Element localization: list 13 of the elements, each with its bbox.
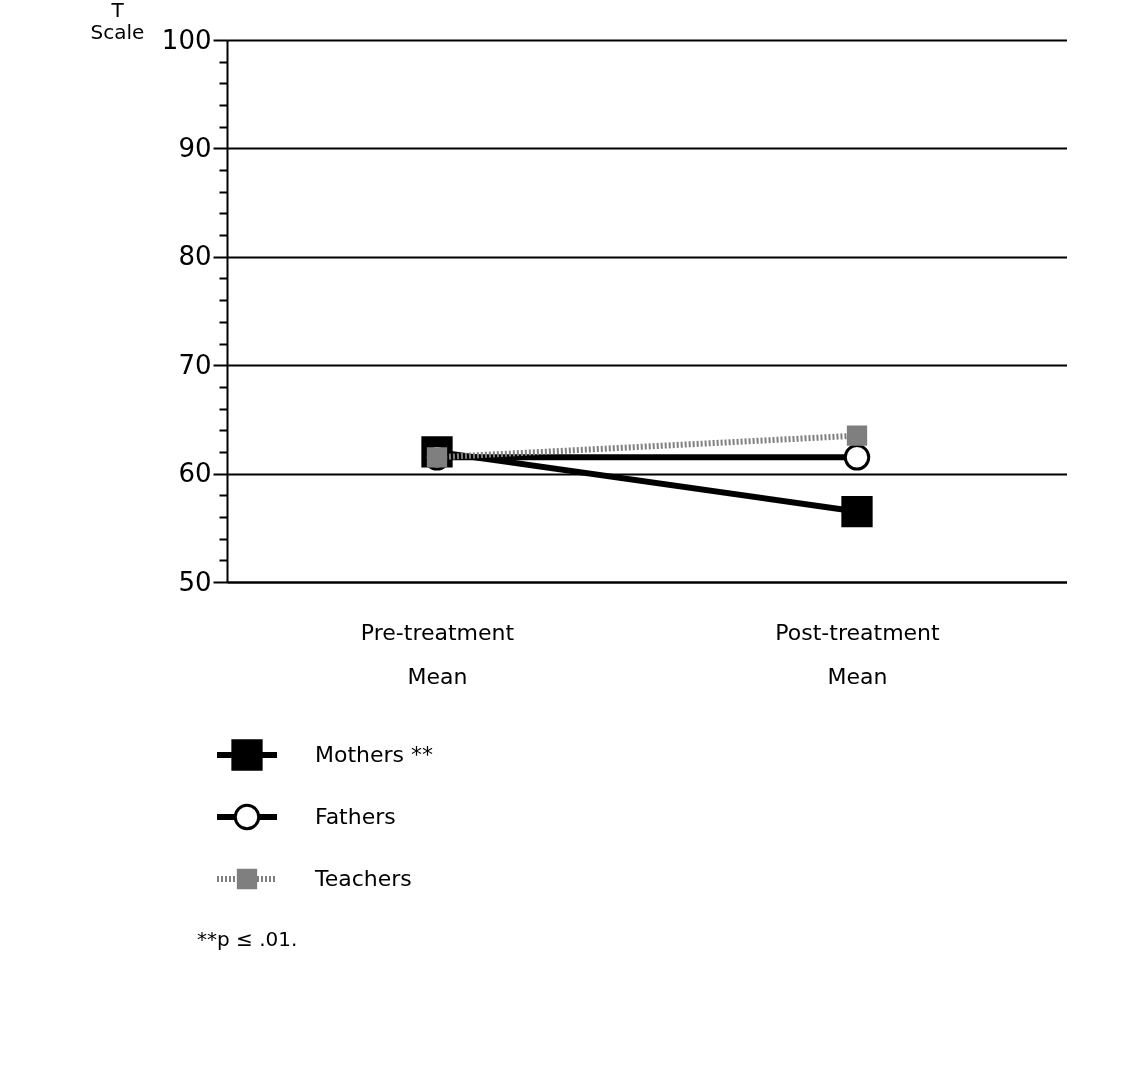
x-tick-label: Post-treatment Mean bbox=[775, 619, 941, 689]
legend-label: Fathers bbox=[315, 804, 396, 829]
y-tick-label: 80 bbox=[178, 241, 212, 272]
legend-label: Teachers bbox=[314, 866, 412, 891]
y-tick-label: 60 bbox=[178, 458, 212, 489]
y-tick-label: 100 bbox=[161, 24, 212, 55]
y-tick-label: 90 bbox=[178, 132, 212, 163]
y-tick-label: 50 bbox=[178, 566, 212, 597]
text: **p ≤ .01. bbox=[197, 927, 298, 951]
legend-label: Mothers ** bbox=[315, 742, 434, 767]
x-tick-label: Pre-treatment Mean bbox=[360, 619, 515, 689]
y-axis-title: T Scale bbox=[90, 0, 145, 44]
y-tick-label: 70 bbox=[178, 349, 212, 380]
